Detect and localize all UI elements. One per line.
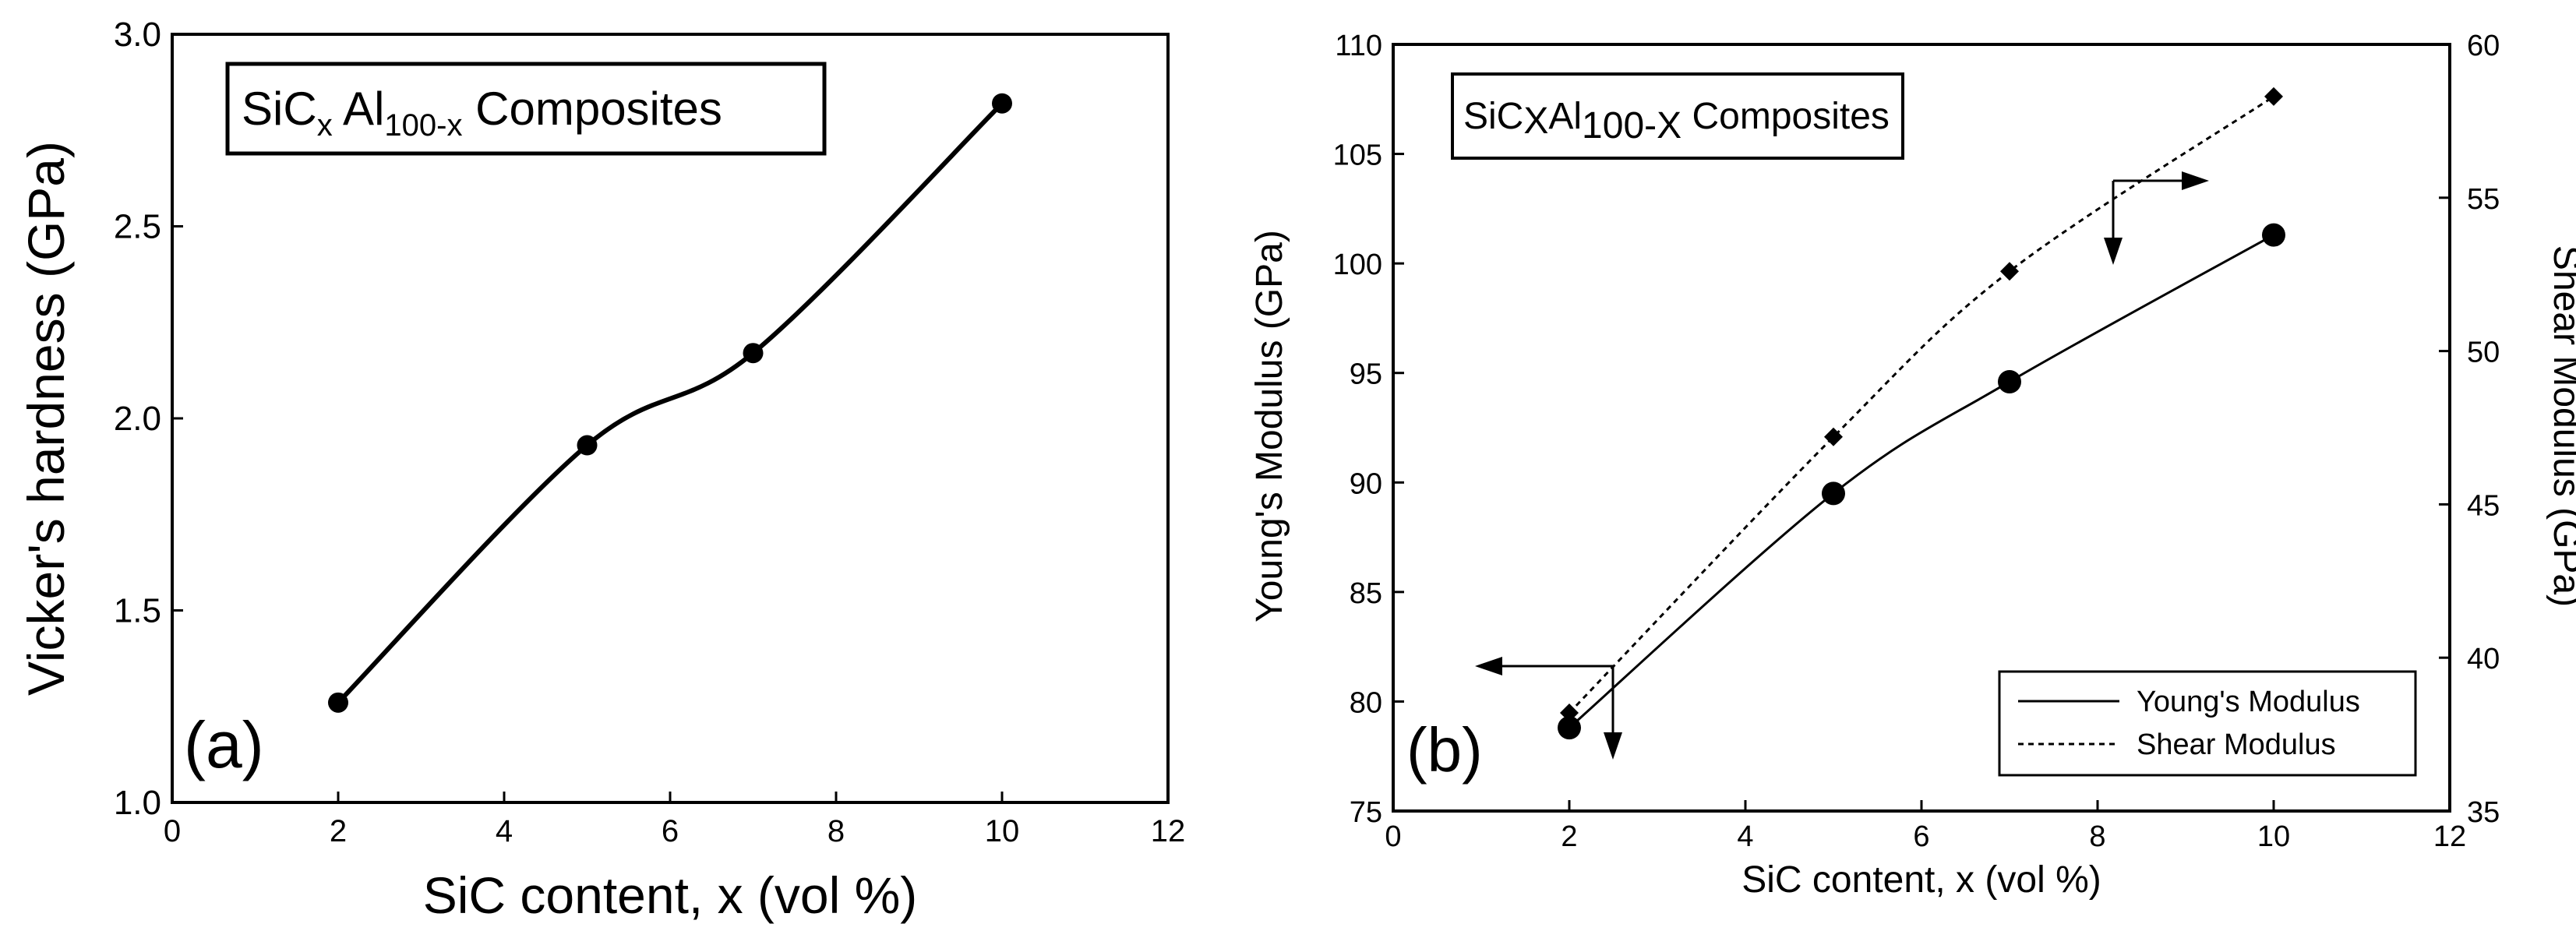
panel-a-legend-mid: Al: [333, 83, 385, 135]
panel-b-y-tick-label: 100: [1333, 249, 1382, 281]
panel-a-x-tick-label: 4: [496, 814, 513, 848]
young-modulus-point: [1822, 481, 1845, 506]
panel-b-y-tick-label: 95: [1350, 358, 1382, 391]
panel-a-y-axis-label: Vicker's hardness (GPa): [17, 141, 75, 696]
panel-a-legend-tail: Composites: [462, 83, 722, 135]
panel-b-series-legend: [1998, 670, 2417, 777]
panel-a-x-tick-label: 12: [1151, 814, 1186, 848]
panel-b-y-tick-label: 75: [1350, 796, 1382, 829]
panel-a-legend-box: [225, 62, 827, 156]
panel-b-y2-tick-label: 45: [2467, 489, 2500, 522]
panel-b-legend-base: SiC: [1463, 96, 1523, 137]
panel-b-y2-tick-label: 40: [2467, 643, 2500, 675]
panel-a-data-point: [577, 435, 598, 456]
panel-b-legend-sub1: X: [1523, 101, 1548, 142]
shear-modulus-point: [2264, 86, 2283, 106]
panel-b-y-tick-label: 85: [1350, 577, 1382, 610]
panel-a-x-tick-label: 0: [164, 814, 181, 848]
shear-modulus-point: [2000, 262, 2019, 281]
panel-b-chart: 0 2 4 6 8 10 12 75 80 85 90 95 100 105 110 35 40 45 50 55…: [1249, 30, 2576, 901]
panel-b-legend-title: SiCXAl100-X Composites: [1463, 96, 1890, 146]
panel-b-x-tick-label: 0: [1385, 820, 1401, 853]
panel-b-legend-mid: Al: [1548, 96, 1582, 137]
panel-b-label: (b): [1406, 715, 1483, 785]
young-modulus-point: [1998, 369, 2021, 393]
panel-a-x-tick-label: 8: [827, 814, 845, 848]
legend-shear-label: Shear Modulus: [2137, 728, 2336, 761]
panel-b-x-axis-label: SiC content, x (vol %): [1741, 859, 2101, 901]
shear-modulus-line: [1568, 95, 2274, 714]
panel-b-y-tick-label: 90: [1350, 467, 1382, 500]
panel-a-series-line: [336, 101, 1004, 704]
panel-b-x-tick-label: 10: [2257, 820, 2290, 853]
panel-a-x-tick-label: 6: [662, 814, 679, 848]
panel-b-y2-tick-label: 35: [2467, 796, 2500, 829]
panel-b-y-tick-label: 105: [1333, 139, 1382, 172]
panel-a-legend-sub1: x: [317, 108, 333, 143]
panel-a-x-axis-label: SiC content, x (vol %): [423, 866, 918, 924]
panel-b-y-tick-label: 80: [1350, 686, 1382, 719]
shear-modulus-point: [1824, 427, 1843, 446]
panel-b-legend-sub2: 100-X: [1582, 105, 1681, 146]
panel-b-x-tick-label: 4: [1737, 820, 1753, 853]
left-axis-arrow-icon: [1475, 657, 1622, 760]
panel-a-y-tick-label: 2.0: [114, 400, 161, 438]
panel-b-legend-tail: Composites: [1681, 96, 1890, 137]
panel-b-x-tick-label: 12: [2433, 820, 2466, 853]
panel-a-data-point: [992, 93, 1012, 114]
panel-b-legend-box: [1451, 72, 1904, 160]
panel-a-x-tick-label: 10: [985, 814, 1020, 848]
panel-a-y-tick-label: 1.0: [114, 784, 161, 822]
panel-a-x-tick-label: 2: [330, 814, 347, 848]
panel-a-chart: 0 2 4 6 8 10 12 1.0 1.5 2.0 2.5 3.0 SiCx Al100-x C…: [17, 16, 1185, 924]
panel-b-x-tick-label: 6: [1913, 820, 1929, 853]
young-modulus-line: [1569, 234, 2274, 729]
panel-b-x-tick-label: 2: [1561, 820, 1577, 853]
panel-a-legend-base: SiC: [242, 83, 317, 135]
panel-a-y-tick-label: 3.0: [114, 16, 161, 54]
panel-b-y-tick-label: 110: [1335, 30, 1382, 62]
panel-a-legend-sub2: 100-x: [384, 108, 462, 143]
panel-a-legend-title: SiCx Al100-x Composites: [242, 83, 722, 143]
shear-modulus-point: [1560, 704, 1579, 723]
panel-a-y-tick-label: 1.5: [114, 592, 161, 630]
panel-a-label: (a): [184, 708, 264, 781]
young-modulus-point: [2262, 223, 2285, 247]
right-axis-arrow-icon: [2104, 171, 2209, 265]
legend-young-label: Young's Modulus: [2137, 686, 2360, 718]
panel-a-data-point: [743, 343, 764, 364]
young-modulus-point: [1558, 716, 1581, 740]
panel-a-data-point: [328, 692, 348, 713]
panel-b-y2-tick-label: 50: [2467, 337, 2500, 369]
panel-b-y-axis-label: Young's Modulus (GPa): [1249, 230, 1290, 622]
panel-b-y2-tick-label: 55: [2467, 183, 2500, 216]
panel-b-y2-tick-label: 60: [2467, 30, 2500, 62]
panel-a-y-tick-label: 2.5: [114, 208, 161, 246]
panel-b-x-tick-label: 8: [2089, 820, 2105, 853]
panel-b-y2-axis-label: Shear Modulus (GPa): [2546, 245, 2576, 607]
